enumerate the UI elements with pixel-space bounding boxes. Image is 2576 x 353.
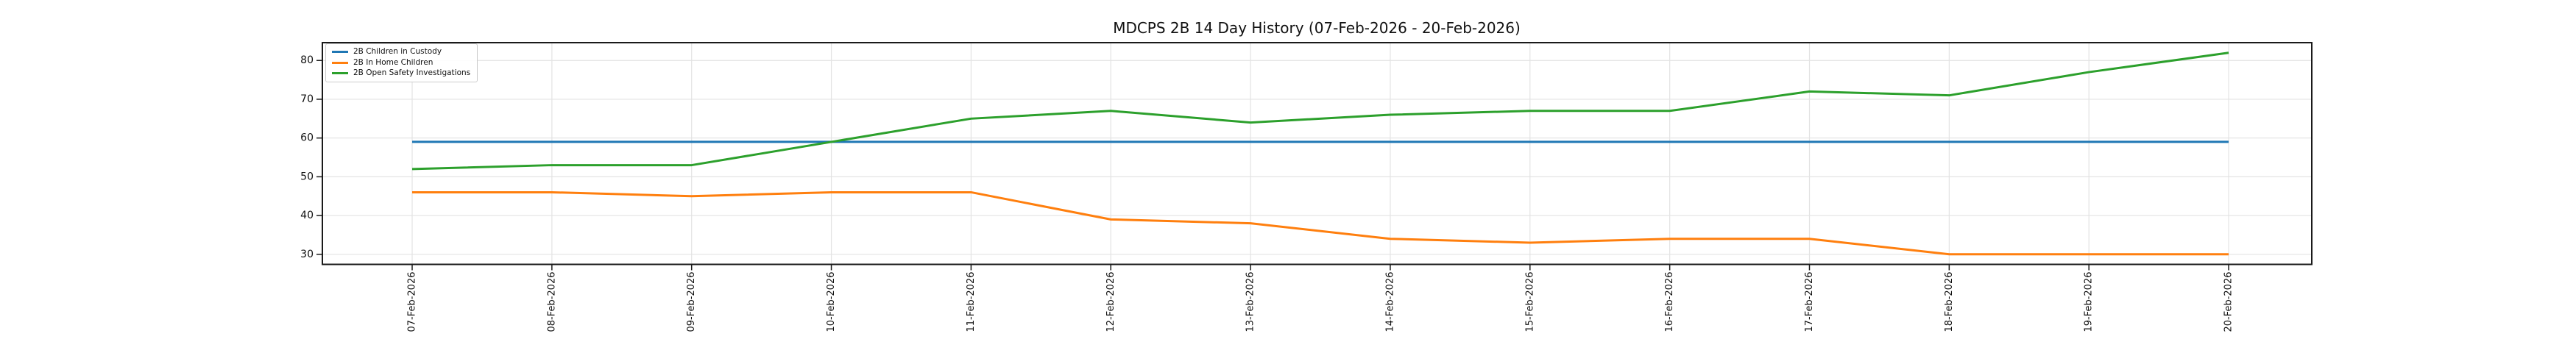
y-tick-label: 30	[300, 249, 314, 260]
x-tick-label: 18-Feb-2026	[1944, 272, 1955, 332]
series-line-2b-in-home-children	[412, 190, 2229, 256]
y-tick-label: 40	[300, 210, 314, 221]
y-tick-label: 70	[300, 93, 314, 105]
legend-line-swatch-blue	[332, 51, 348, 53]
legend-label: 2B Open Safety Investigations	[353, 68, 471, 77]
x-tick-label: 07-Feb-2026	[407, 272, 418, 332]
legend: 2B Children in Custody 2B In Home Childr…	[325, 43, 478, 82]
plot-frame	[322, 42, 2313, 265]
x-tick-label: 08-Feb-2026	[546, 272, 557, 332]
x-tick-label: 13-Feb-2026	[1245, 272, 1256, 332]
x-tick-label: 16-Feb-2026	[1664, 272, 1675, 332]
legend-item-children-in-custody: 2B Children in Custody	[332, 48, 470, 56]
chart-title: MDCPS 2B 14 Day History (07-Feb-2026 - 2…	[1113, 19, 1521, 37]
x-tick-label: 19-Feb-2026	[2084, 272, 2095, 332]
x-tick-label: 17-Feb-2026	[1804, 272, 1815, 332]
x-tick-label: 20-Feb-2026	[2223, 272, 2234, 332]
legend-label: 2B Children in Custody	[353, 47, 442, 56]
x-tick-label: 15-Feb-2026	[1524, 272, 1535, 332]
x-tick-label: 12-Feb-2026	[1105, 272, 1117, 332]
x-tick-label: 10-Feb-2026	[826, 272, 837, 332]
x-tick-label: 09-Feb-2026	[686, 272, 697, 332]
legend-item-in-home-children: 2B In Home Children	[332, 57, 470, 67]
legend-line-swatch-green	[332, 72, 348, 74]
x-tick-label: 14-Feb-2026	[1384, 272, 1395, 332]
y-tick-label: 50	[300, 171, 314, 182]
y-tick-label: 60	[300, 132, 314, 144]
y-tick-label: 80	[300, 54, 314, 66]
legend-line-swatch-orange	[332, 61, 348, 64]
series-line-2b-open-safety-investigations	[411, 51, 2229, 171]
x-tick-label: 11-Feb-2026	[966, 272, 977, 332]
legend-label: 2B In Home Children	[353, 57, 434, 67]
legend-item-open-safety-investigations: 2B Open Safety Investigations	[332, 69, 470, 77]
